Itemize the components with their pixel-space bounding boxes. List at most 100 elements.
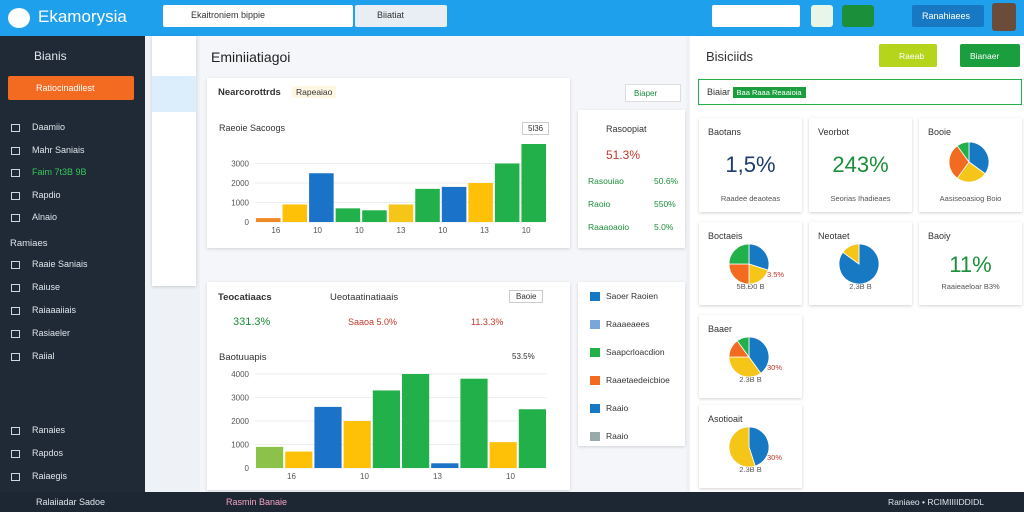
x-tick-label: 10 — [438, 226, 447, 235]
nav-item: Mahr Saniais — [32, 144, 85, 155]
tile: Asotioait 2.3B B 30% — [699, 405, 802, 488]
logo — [8, 8, 30, 28]
tile-foot: 2.3B B — [739, 465, 762, 474]
nav-icon — [11, 353, 20, 361]
list-item: Raaio — [606, 403, 629, 413]
button[interactable]: Bianaer — [960, 44, 1020, 67]
bar — [285, 451, 313, 468]
active-icon[interactable] — [152, 76, 196, 112]
search-field[interactable]: Biaiar Baa Raaa Reaaioia — [698, 79, 1022, 105]
pie-slice — [956, 161, 986, 183]
nav-icon — [11, 261, 20, 269]
bar — [489, 442, 517, 468]
x-tick-label: 16 — [287, 472, 296, 481]
nav-item: Ranaies — [32, 425, 66, 435]
icon-rail — [152, 36, 196, 286]
right-title: Bisiciids — [706, 49, 753, 64]
nav-icon — [11, 450, 20, 458]
tile: Veorbot 243% Seorias Ihadieaes — [809, 118, 912, 212]
filter[interactable]: Biaper — [625, 84, 681, 102]
tile-value: 11% — [949, 252, 992, 277]
bar — [415, 188, 440, 222]
tile-note: 3.5% — [767, 270, 785, 279]
x-tick-label: 10 — [355, 226, 364, 235]
filter[interactable]: Baoie — [509, 290, 544, 303]
tile: Booie Aasiseoasiog Boio — [919, 118, 1022, 212]
nav-item: Raiaegis — [32, 471, 68, 481]
bar — [521, 144, 546, 222]
row-value: 5.0% — [654, 222, 674, 232]
search-button[interactable]: Biiatiat — [355, 5, 447, 27]
bar — [460, 378, 488, 468]
tile: Neotaet 2.3B B — [809, 222, 912, 305]
pie-slice — [948, 145, 970, 179]
y-tick-label: 3000 — [231, 160, 249, 169]
list-item: Raaio — [606, 431, 629, 441]
footer: Ralaiiadar Sadoe Rasmin Banaie Raniaeo •… — [0, 492, 1024, 512]
nav-icon — [11, 146, 20, 155]
button[interactable]: Raeab — [879, 44, 937, 67]
nav-item: Raiuse — [32, 282, 61, 292]
icon-button[interactable] — [811, 5, 833, 27]
panel: Nearcorottrds Rapeaiao Raeoie Sacoogs 5l… — [207, 78, 570, 248]
chart-title: Baotuuapis — [219, 352, 267, 363]
bar-chart: 0 1000 2000 3000 4000 16 10 13 10 — [231, 370, 547, 481]
list-icon — [590, 292, 600, 301]
tile-foot: 2.3B B — [739, 375, 762, 384]
avatar[interactable] — [992, 3, 1016, 31]
search-box[interactable]: Ekaitroniem bippie — [163, 5, 353, 27]
panel-title: Teocatiaacs — [218, 292, 272, 303]
tile-note: 30% — [767, 453, 783, 462]
stat: 11.3.3% — [471, 317, 504, 327]
footer-text: Ralaiiadar Sadoe — [36, 497, 106, 507]
pie-chart — [838, 243, 880, 285]
tile-title: Asotioait — [708, 414, 743, 424]
pie-slice — [728, 426, 756, 468]
y-tick-label: 4000 — [231, 370, 249, 379]
list-item: Raaetaedeicbioe — [606, 375, 670, 385]
pie-chart — [728, 243, 770, 285]
stat: 331.3% — [233, 316, 271, 328]
tile-title: Boctaeis — [708, 231, 743, 241]
nav-item: Alnaio — [32, 212, 58, 222]
pie-chart — [948, 141, 990, 183]
tile-foot: Raadee deaoteas — [720, 194, 781, 203]
list-icon — [590, 404, 600, 413]
nav-icon — [11, 191, 20, 200]
nav-item: Rasiaeler — [32, 328, 71, 338]
account-button[interactable]: Ranahiaees — [912, 5, 984, 27]
list-item: Raaaeaees — [606, 319, 650, 329]
x-tick-label: 13 — [433, 472, 442, 481]
tile-title: Baaer — [708, 324, 733, 334]
pie-slice — [748, 336, 770, 374]
brand: Ekamorysia — [38, 7, 127, 26]
x-tick-label: 13 — [480, 226, 489, 235]
nav-icon — [11, 473, 20, 481]
row-label: Raoio — [588, 199, 611, 209]
bar — [388, 204, 414, 222]
list-icon — [590, 432, 600, 441]
x-tick-label: 10 — [522, 226, 531, 235]
pie-slice — [728, 356, 762, 378]
tile-value: 243% — [832, 152, 889, 177]
tile: Baoiy 11% Raaieaeloar B3% — [919, 222, 1022, 305]
side-panel: Rasoopiat 51.3% Rasouiao 50.6% Raoio 550% Ra… — [578, 110, 685, 248]
side-value: 51.3% — [606, 148, 641, 162]
y-tick-label: 2000 — [231, 179, 249, 188]
icon-button[interactable] — [842, 5, 874, 27]
nav-icon — [11, 124, 20, 132]
nav-icon — [11, 214, 20, 222]
bar — [494, 163, 520, 222]
tile-title: Neotaet — [818, 231, 850, 241]
x-tick-label: 10 — [360, 472, 369, 481]
nav-item: Raiaaaiiais — [32, 305, 77, 315]
nav-item: Raaie Saniais — [32, 259, 88, 269]
section-title: Ramiaes — [10, 238, 48, 249]
primary-button[interactable]: Ratiocinadilest — [8, 76, 134, 100]
dropdown[interactable] — [712, 5, 800, 27]
nav-icon — [11, 427, 20, 435]
bar — [309, 173, 334, 222]
tile: Baotans 1,5% Raadee deaoteas — [699, 118, 802, 212]
